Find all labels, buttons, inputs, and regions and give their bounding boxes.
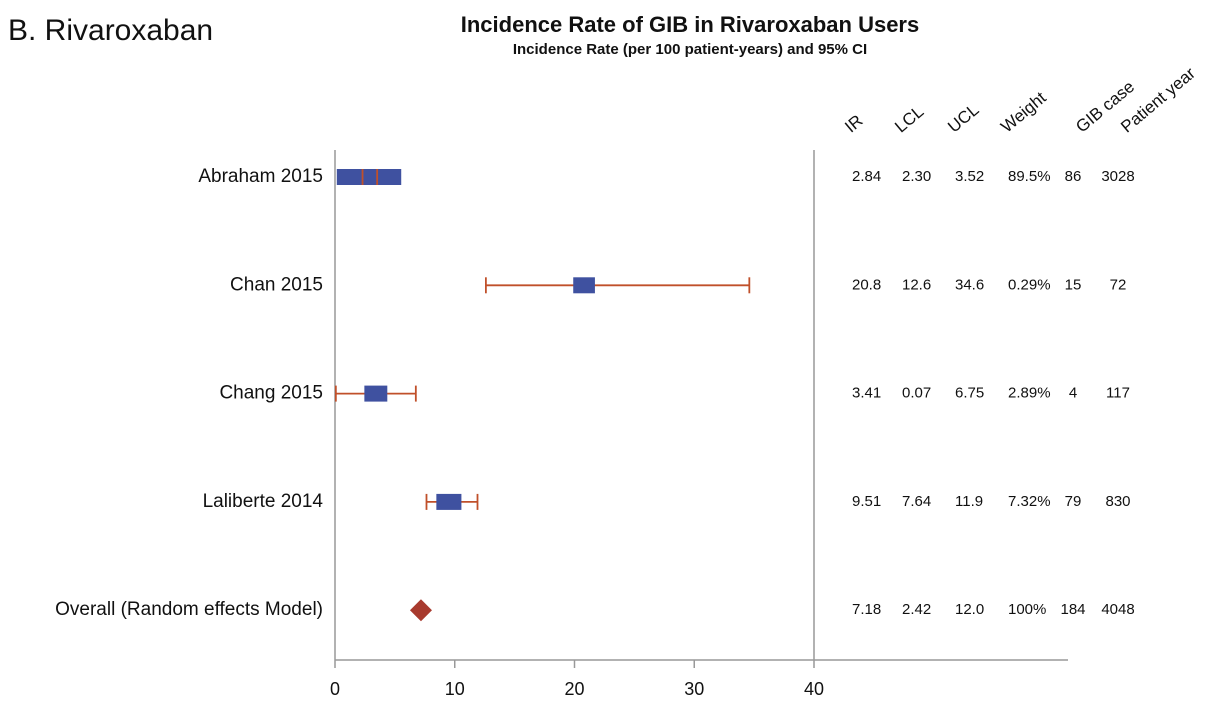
row-label: Abraham 2015 — [198, 166, 323, 187]
table-cell: 11.9 — [955, 493, 983, 510]
table-cell: 0.07 — [902, 385, 931, 402]
table-cell: 34.6 — [955, 276, 984, 293]
table-cell: 830 — [1105, 493, 1130, 510]
table-cell: 2.42 — [902, 601, 931, 618]
table-cell: 89.5% — [1008, 168, 1051, 185]
table-cell: 7.32% — [1008, 493, 1051, 510]
table-cell: 15 — [1065, 276, 1082, 293]
table-cell: 117 — [1106, 385, 1130, 402]
x-tick-label: 30 — [684, 679, 704, 699]
ir-box — [436, 493, 462, 510]
x-tick-label: 20 — [564, 679, 584, 699]
x-tick-label: 0 — [330, 679, 340, 699]
table-cell: 100% — [1008, 601, 1046, 618]
column-header: LCL — [891, 102, 927, 137]
table-cell: 4 — [1069, 385, 1077, 402]
table-cell: 7.18 — [852, 601, 881, 618]
panel-label: B. Rivaroxaban — [8, 14, 213, 47]
row-label: Chang 2015 — [219, 383, 323, 404]
ir-box — [364, 385, 388, 402]
row-label: Overall (Random effects Model) — [55, 599, 323, 620]
summary-diamond — [409, 599, 432, 622]
chart-subtitle: Incidence Rate (per 100 patient-years) a… — [513, 41, 867, 58]
table-cell: 6.75 — [955, 385, 984, 402]
table-cell: 184 — [1060, 601, 1085, 618]
row-label: Laliberte 2014 — [203, 491, 324, 512]
ir-box — [336, 169, 402, 185]
table-cell: 12.0 — [955, 601, 984, 618]
row-label: Chan 2015 — [230, 274, 323, 295]
table-cell: 3.52 — [955, 168, 984, 185]
table-cell: 12.6 — [902, 276, 931, 293]
table-cell: 2.84 — [852, 168, 881, 185]
column-header: IR — [841, 111, 866, 136]
table-cell: 86 — [1065, 168, 1082, 185]
column-header: UCL — [944, 100, 982, 136]
x-tick-label: 40 — [804, 679, 824, 699]
table-cell: 2.89% — [1008, 385, 1051, 402]
table-cell: 4048 — [1101, 601, 1134, 618]
chart-title: Incidence Rate of GIB in Rivaroxaban Use… — [461, 12, 919, 37]
column-header: Weight — [997, 88, 1050, 137]
table-cell: 72 — [1110, 276, 1127, 293]
column-header: Patient year — [1117, 63, 1199, 136]
table-cell: 0.29% — [1008, 276, 1051, 293]
table-cell: 20.8 — [852, 276, 881, 293]
x-tick-label: 10 — [445, 679, 465, 699]
table-cell: 3028 — [1101, 168, 1134, 185]
table-cell: 7.64 — [902, 493, 931, 510]
table-cell: 3.41 — [852, 385, 881, 402]
table-cell: 79 — [1065, 493, 1082, 510]
ir-box — [573, 277, 595, 294]
table-cell: 9.51 — [852, 493, 881, 510]
table-cell: 2.30 — [902, 168, 931, 185]
